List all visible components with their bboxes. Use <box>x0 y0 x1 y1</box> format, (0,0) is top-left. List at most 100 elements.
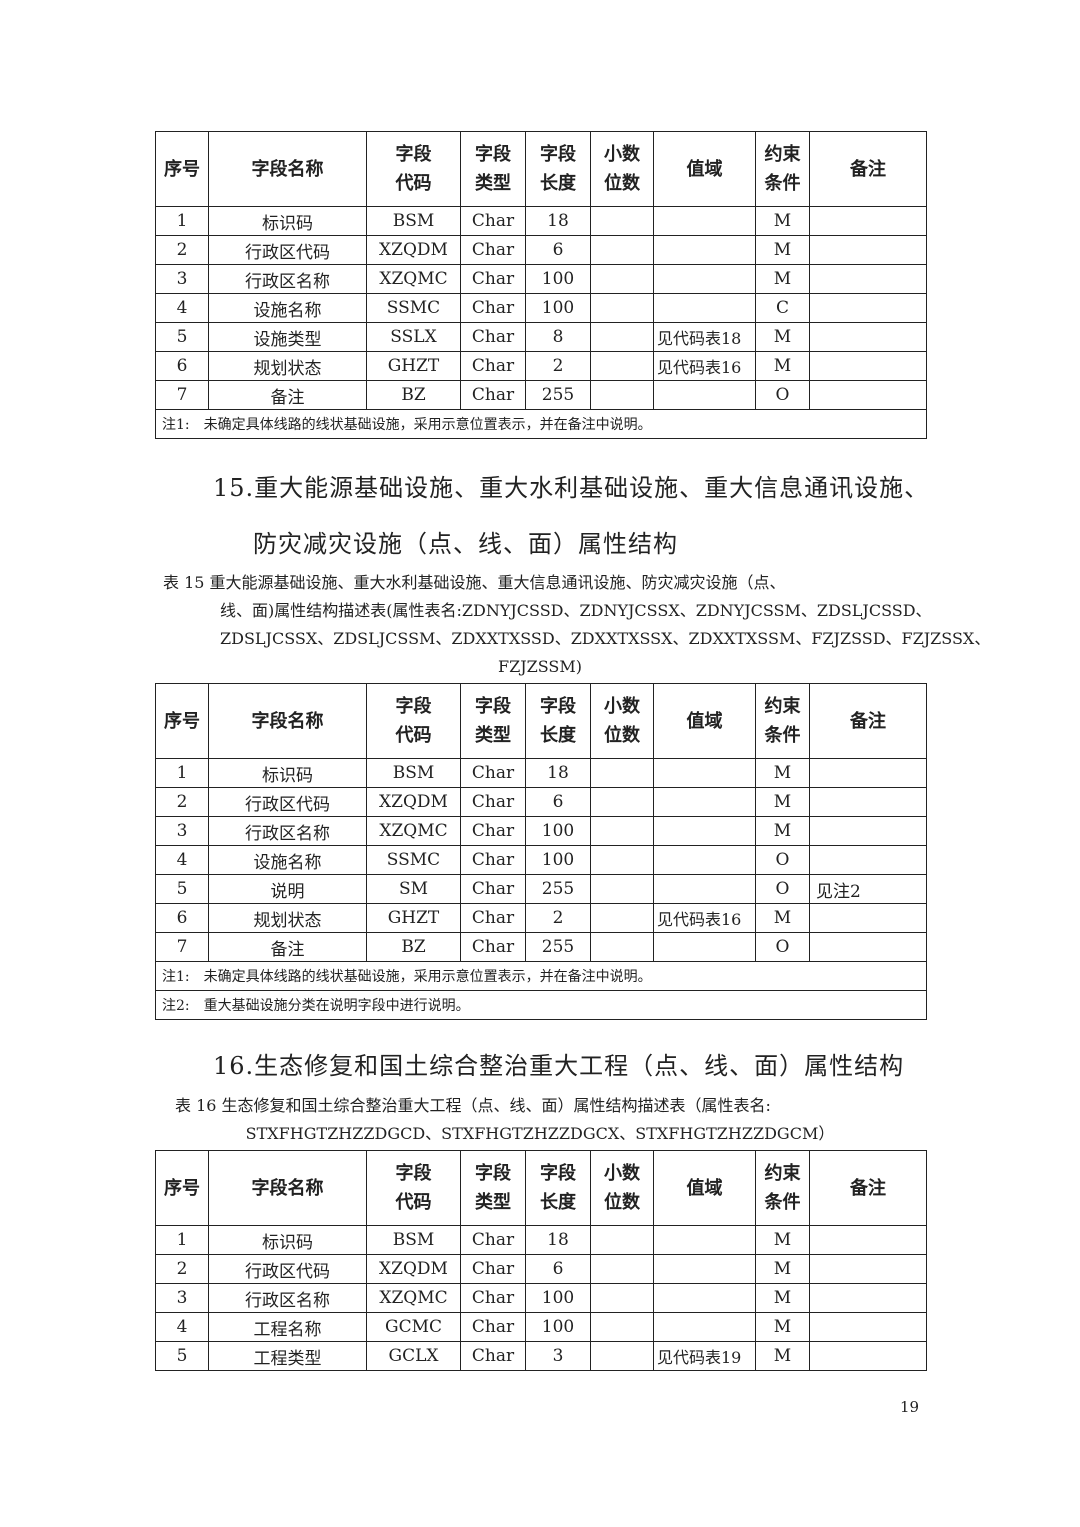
table-cell: M <box>755 903 810 933</box>
column-header: 字段名称 <box>208 1150 367 1226</box>
table-cell: 1 <box>155 758 209 788</box>
table-cell: 见代码表19 <box>653 1341 756 1371</box>
column-header: 字段 代码 <box>366 683 461 759</box>
table-cell <box>809 206 927 236</box>
table-cell: Char <box>460 845 526 875</box>
table-row: 7 备注 BZ Char 255 O <box>155 932 927 962</box>
table-cell <box>653 1283 756 1313</box>
table-cell: 255 <box>525 380 591 410</box>
column-header: 备注 <box>809 683 927 759</box>
table-cell <box>653 1254 756 1284</box>
table-row: 5 说明 SM Char 255 O 见注2 <box>155 874 927 904</box>
column-header: 值域 <box>653 683 756 759</box>
table-cell: O <box>755 874 810 904</box>
table-row: 3 行政区名称 XZQMC Char 100 M <box>155 1283 927 1313</box>
table-cell: BSM <box>366 206 461 236</box>
table-cell: 255 <box>525 874 591 904</box>
column-header: 字段 长度 <box>525 1150 591 1226</box>
table-cell: M <box>755 1254 810 1284</box>
header-row: 序号 字段名称 字段 代码 字段 类型 字段 长度 小数 位数 值域 约束 条件 备注 <box>155 1150 927 1226</box>
table-note: 注1: 未确定具体线路的线状基础设施，采用示意位置表示，并在备注中说明。 <box>155 961 927 991</box>
table-cell <box>809 1341 927 1371</box>
table-cell: 行政区代码 <box>208 235 367 265</box>
table-cell: 2 <box>155 1254 209 1284</box>
table-cell <box>809 293 927 323</box>
table-cell: XZQDM <box>366 787 461 817</box>
table-cell: BSM <box>366 758 461 788</box>
table-cell <box>590 1254 654 1284</box>
table-cell <box>590 874 654 904</box>
table-cell <box>590 322 654 352</box>
table-cell <box>590 787 654 817</box>
note-row: 注2: 重大基础设施分类在说明字段中进行说明。 <box>155 990 927 1020</box>
table-cell <box>653 787 756 817</box>
table-cell: O <box>755 845 810 875</box>
column-header: 备注 <box>809 1150 927 1226</box>
table-cell: 行政区名称 <box>208 264 367 294</box>
table-cell <box>809 235 927 265</box>
table-cell: 标识码 <box>208 1225 367 1255</box>
table-cell: 18 <box>525 758 591 788</box>
table-cell: 2 <box>155 235 209 265</box>
table-cell <box>590 1312 654 1342</box>
table-15-attributes: 序号 字段名称 字段 代码 字段 类型 字段 长度 小数 位数 值域 约束 条件 备注 1 标识码 B… <box>155 683 927 1020</box>
table-cell <box>590 293 654 323</box>
table-cell: 见代码表16 <box>653 351 756 381</box>
column-header: 字段 代码 <box>366 1150 461 1226</box>
table-cell: 工程类型 <box>208 1341 367 1371</box>
table-cell <box>809 380 927 410</box>
table-cell: 1 <box>155 206 209 236</box>
column-header: 约束 条件 <box>755 683 810 759</box>
table-cell: Char <box>460 206 526 236</box>
table-16-attributes: 序号 字段名称 字段 代码 字段 类型 字段 长度 小数 位数 值域 约束 条件 备注 1 标识码 B… <box>155 1150 927 1371</box>
table-cell: Char <box>460 293 526 323</box>
table-14-attributes: 序号 字段名称 字段 代码 字段 类型 字段 长度 小数 位数 值域 约束 条件 备注 1 标识码 B… <box>155 131 927 439</box>
table-cell: M <box>755 351 810 381</box>
table-cell: 100 <box>525 1283 591 1313</box>
table-cell <box>653 1225 756 1255</box>
table-15-caption-line2: 线、面)属性结构描述表(属性表名:ZDNYJCSSD、ZDNYJCSSX、ZDN… <box>220 601 932 620</box>
column-header: 值域 <box>653 1150 756 1226</box>
table-cell: 6 <box>155 351 209 381</box>
table-row: 6 规划状态 GHZT Char 2 见代码表16 M <box>155 903 927 933</box>
section-15-heading-line2: 防灾减灾设施（点、线、面）属性结构 <box>253 530 678 558</box>
table-cell <box>809 264 927 294</box>
table-cell: Char <box>460 1225 526 1255</box>
table-cell: Char <box>460 787 526 817</box>
table-cell: SM <box>366 874 461 904</box>
table-cell: 6 <box>525 787 591 817</box>
table-row: 4 工程名称 GCMC Char 100 M <box>155 1312 927 1342</box>
table-cell: M <box>755 1341 810 1371</box>
table-row: 4 设施名称 SSMC Char 100 O <box>155 845 927 875</box>
column-header: 备注 <box>809 131 927 207</box>
table-cell: XZQMC <box>366 1283 461 1313</box>
table-15-caption-line1: 表 15 重大能源基础设施、重大水利基础设施、重大信息通讯设施、防灾减灾设施（点… <box>163 573 786 592</box>
table-cell: Char <box>460 758 526 788</box>
table-cell: Char <box>460 1254 526 1284</box>
table-cell <box>809 322 927 352</box>
table-cell <box>653 293 756 323</box>
table-cell: M <box>755 1225 810 1255</box>
table-cell <box>590 206 654 236</box>
table-cell <box>590 1225 654 1255</box>
table-cell: 见注2 <box>809 874 927 904</box>
table-cell: M <box>755 1283 810 1313</box>
table-cell: 6 <box>155 903 209 933</box>
table-cell: Char <box>460 903 526 933</box>
column-header: 小数 位数 <box>590 131 654 207</box>
table-cell <box>809 816 927 846</box>
table-cell: Char <box>460 874 526 904</box>
table-cell <box>590 1283 654 1313</box>
table-15-caption-line4: FZJZSSM) <box>497 657 582 676</box>
table-cell <box>590 758 654 788</box>
column-header: 序号 <box>155 1150 209 1226</box>
table-cell: 8 <box>525 322 591 352</box>
table-cell: 说明 <box>208 874 367 904</box>
column-header: 字段 类型 <box>460 1150 526 1226</box>
table-cell: XZQDM <box>366 1254 461 1284</box>
column-header: 字段 长度 <box>525 131 591 207</box>
table-cell <box>653 1312 756 1342</box>
table-cell <box>653 932 756 962</box>
table-cell: XZQMC <box>366 264 461 294</box>
table-cell <box>809 758 927 788</box>
